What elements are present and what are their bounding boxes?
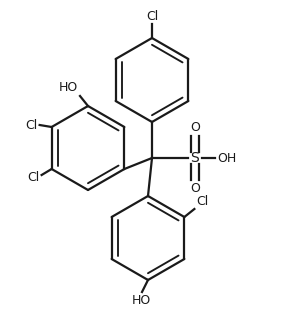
Text: HO: HO [59,81,78,94]
Text: O: O [190,182,200,195]
Text: Cl: Cl [25,118,38,132]
Text: Cl: Cl [27,171,40,183]
Text: Cl: Cl [196,195,209,208]
Text: HO: HO [131,294,151,307]
Text: Cl: Cl [146,10,158,23]
Text: OH: OH [217,151,236,164]
Text: O: O [190,121,200,134]
Text: S: S [191,151,200,165]
